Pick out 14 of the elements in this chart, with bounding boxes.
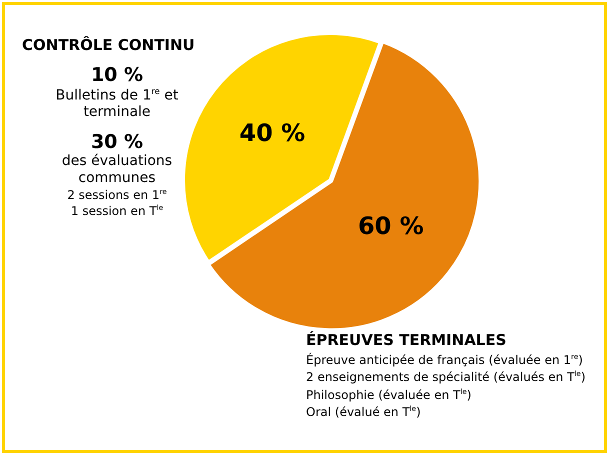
text: des évaluations communes — [60, 153, 174, 187]
slice-label: CONTRÔLE CONTINU — [22, 36, 196, 54]
text: Bulletins de 1$^{re}$ et terminale — [54, 86, 180, 122]
text: 10 % — [90, 64, 144, 86]
text: Épreuve anticipée de français (évaluée en 1$^{re}$) — [306, 352, 584, 369]
text: 2 enseignements de spécialité (évalués en T$^{le}$) — [306, 369, 586, 386]
text: Oral (évalué en T$^{le}$) — [306, 404, 422, 421]
text: 30 % — [90, 131, 144, 154]
text: 1 session en T$^{le}$ — [70, 203, 164, 220]
text: 2 sessions en 1$^{re}$ — [66, 186, 168, 204]
text: Philosophie (évaluée en T$^{le}$) — [306, 386, 472, 404]
data-label: 60 % — [358, 212, 424, 240]
slice-label: ÉPREUVES TERMINALES — [306, 330, 508, 351]
data-label: 40 % — [239, 119, 306, 148]
